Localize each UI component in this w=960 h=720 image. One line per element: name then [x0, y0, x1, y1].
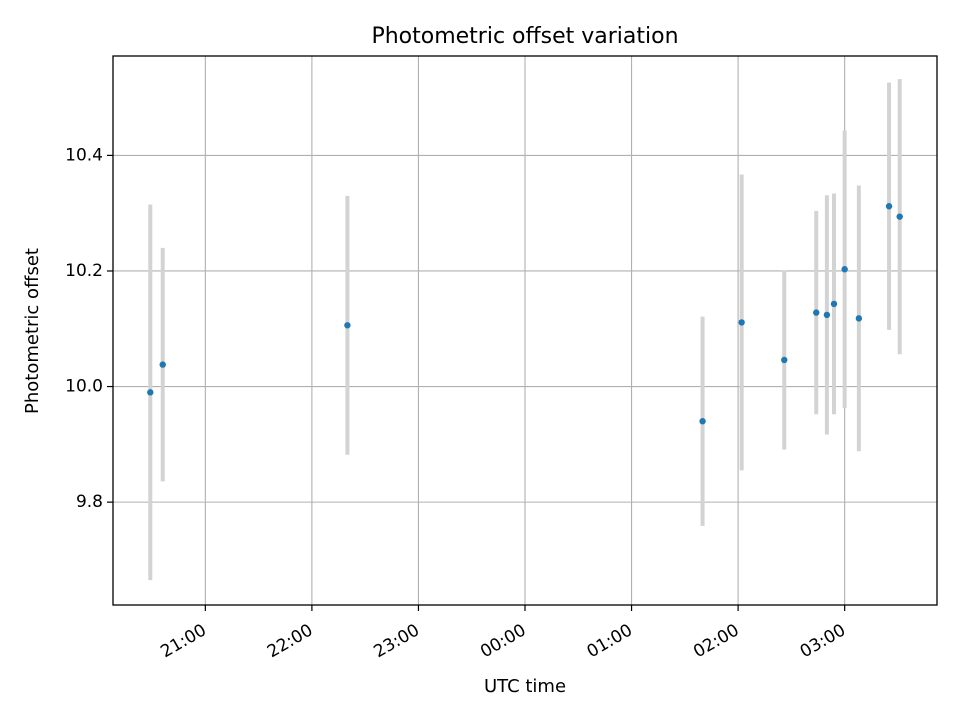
y-tick-label: 10.4	[65, 145, 103, 165]
grid	[113, 56, 937, 605]
data-point	[830, 300, 838, 308]
data-point	[841, 266, 848, 273]
data-point	[159, 361, 166, 368]
chart-title: Photometric offset variation	[371, 24, 678, 49]
data-point	[699, 418, 706, 425]
y-tick-label: 10.2	[65, 261, 103, 281]
data-points	[147, 203, 903, 425]
data-point	[344, 322, 351, 329]
y-axis-ticks: 9.8 10.0 10.2 10.4	[65, 145, 113, 512]
data-point	[738, 319, 745, 326]
data-point	[781, 356, 788, 364]
data-point	[885, 203, 893, 210]
y-tick-label: 10.0	[65, 377, 103, 397]
data-point	[896, 213, 903, 220]
data-point	[823, 311, 831, 319]
data-point	[147, 389, 154, 396]
y-tick-label: 9.8	[76, 492, 103, 512]
data-point	[813, 309, 820, 316]
data-point	[855, 315, 863, 322]
x-axis-label: UTC time	[484, 676, 566, 697]
y-axis-label: Photometric offset	[22, 248, 43, 414]
